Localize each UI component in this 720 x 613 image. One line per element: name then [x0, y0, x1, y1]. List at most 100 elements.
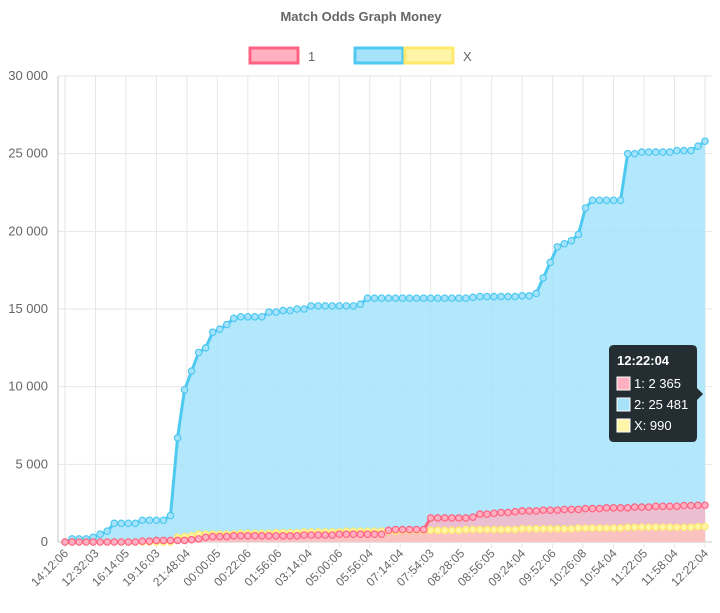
- series-1-point[interactable]: [623, 504, 632, 512]
- series-2-point[interactable]: [518, 291, 526, 300]
- series-1-point[interactable]: [426, 514, 435, 522]
- series-1-point[interactable]: [187, 535, 196, 544]
- series-1-point[interactable]: [173, 536, 182, 545]
- series-X-point[interactable]: [567, 524, 576, 533]
- series-1-point[interactable]: [497, 508, 505, 517]
- series-2-point[interactable]: [630, 149, 639, 158]
- series-2-point[interactable]: [680, 146, 688, 155]
- series-2-point[interactable]: [595, 196, 604, 205]
- series-1-point[interactable]: [370, 530, 379, 539]
- series-1-point[interactable]: [222, 532, 231, 541]
- series-1-point[interactable]: [82, 538, 90, 546]
- series-2-point[interactable]: [433, 294, 442, 302]
- series-2-point[interactable]: [300, 305, 308, 313]
- series-1-point[interactable]: [349, 530, 358, 539]
- series-1-point[interactable]: [377, 530, 386, 539]
- series-X-point[interactable]: [673, 523, 681, 532]
- series-X-point[interactable]: [687, 523, 695, 532]
- series-1-point[interactable]: [356, 530, 365, 539]
- series-2-point[interactable]: [701, 137, 709, 146]
- series-2-point[interactable]: [511, 292, 519, 301]
- series-X-point[interactable]: [532, 524, 541, 533]
- series-1-point[interactable]: [159, 536, 168, 545]
- series-1-point[interactable]: [433, 514, 442, 522]
- series-1-point[interactable]: [61, 538, 69, 546]
- series-2-point[interactable]: [258, 312, 266, 321]
- series-2-point[interactable]: [497, 292, 505, 301]
- series-2-point[interactable]: [272, 308, 280, 316]
- series-1-point[interactable]: [286, 531, 294, 540]
- series-2-point[interactable]: [560, 239, 569, 248]
- series-X-point[interactable]: [455, 526, 463, 535]
- series-2-point[interactable]: [553, 243, 562, 251]
- series-X-point[interactable]: [574, 524, 583, 532]
- series-2-point[interactable]: [370, 294, 379, 302]
- series-2-point[interactable]: [222, 320, 231, 329]
- series-1-point[interactable]: [272, 531, 280, 540]
- series-2-point[interactable]: [131, 519, 140, 528]
- series-2-point[interactable]: [412, 294, 421, 302]
- series-2-point[interactable]: [658, 148, 667, 156]
- series-2-point[interactable]: [180, 385, 189, 394]
- series-X-point[interactable]: [616, 524, 625, 532]
- series-X-point[interactable]: [511, 525, 519, 534]
- series-1-point[interactable]: [476, 510, 484, 518]
- series-2-point[interactable]: [328, 302, 337, 310]
- series-1-point[interactable]: [630, 503, 639, 511]
- series-1-point[interactable]: [462, 514, 470, 522]
- series-1-point[interactable]: [560, 505, 569, 514]
- series-1-point[interactable]: [131, 538, 140, 546]
- series-2-point[interactable]: [314, 302, 322, 310]
- series-1-point[interactable]: [237, 531, 245, 540]
- series-X-point[interactable]: [525, 524, 533, 533]
- series-1-point[interactable]: [518, 507, 526, 515]
- series-1-point[interactable]: [412, 525, 421, 534]
- series-X-point[interactable]: [490, 525, 498, 534]
- series-1-point[interactable]: [180, 536, 189, 545]
- series-1-point[interactable]: [694, 501, 702, 510]
- series-X-point[interactable]: [469, 525, 477, 534]
- series-1-point[interactable]: [208, 532, 217, 541]
- series-2-point[interactable]: [279, 306, 287, 315]
- series-1-point[interactable]: [279, 531, 287, 540]
- series-1-point[interactable]: [616, 504, 625, 512]
- series-X-point[interactable]: [504, 525, 512, 534]
- series-1-point[interactable]: [637, 503, 646, 511]
- series-1-point[interactable]: [103, 538, 112, 546]
- series-2-point[interactable]: [229, 314, 238, 323]
- series-2-point[interactable]: [637, 148, 646, 156]
- series-2-point[interactable]: [124, 519, 133, 528]
- series-2-point[interactable]: [96, 530, 104, 539]
- series-X-point[interactable]: [588, 524, 597, 532]
- series-1-point[interactable]: [651, 502, 660, 511]
- series-X-point[interactable]: [630, 523, 639, 532]
- series-1-point[interactable]: [201, 533, 210, 542]
- series-X-point[interactable]: [581, 524, 590, 532]
- series-X-point[interactable]: [666, 523, 674, 532]
- series-2-point[interactable]: [588, 196, 597, 205]
- series-2-point[interactable]: [117, 519, 126, 528]
- series-2-point[interactable]: [398, 294, 407, 302]
- series-1-point[interactable]: [110, 538, 119, 546]
- series-2-point[interactable]: [201, 344, 210, 352]
- series-1-point[interactable]: [68, 538, 76, 546]
- series-X-point[interactable]: [595, 524, 604, 532]
- series-X-point[interactable]: [518, 524, 526, 533]
- series-2-point[interactable]: [138, 516, 147, 525]
- series-2-point[interactable]: [455, 294, 463, 302]
- series-1-point[interactable]: [658, 502, 667, 511]
- series-2-point[interactable]: [244, 312, 252, 321]
- series-2-point[interactable]: [448, 294, 456, 302]
- series-1-point[interactable]: [145, 537, 154, 546]
- series-1-point[interactable]: [194, 535, 203, 543]
- series-X-point[interactable]: [440, 526, 449, 535]
- series-1-point[interactable]: [166, 536, 175, 545]
- series-1-point[interactable]: [673, 502, 681, 511]
- series-1-point[interactable]: [574, 505, 583, 514]
- series-1-point[interactable]: [455, 514, 463, 522]
- series-1-point[interactable]: [609, 504, 618, 512]
- series-2-point[interactable]: [440, 294, 449, 302]
- series-X-point[interactable]: [651, 523, 660, 532]
- series-1-point[interactable]: [490, 509, 498, 518]
- series-2-point[interactable]: [356, 300, 365, 309]
